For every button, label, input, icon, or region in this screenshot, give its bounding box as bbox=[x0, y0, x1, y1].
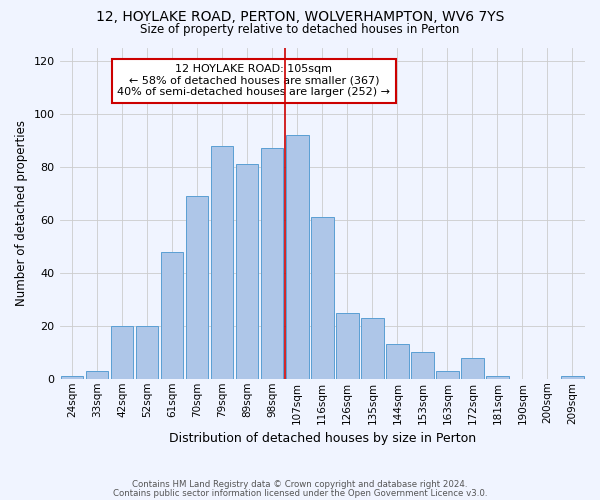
Bar bbox=[111, 326, 133, 379]
Bar bbox=[436, 371, 458, 379]
Bar bbox=[361, 318, 383, 379]
Bar bbox=[311, 217, 334, 379]
Bar bbox=[186, 196, 208, 379]
Y-axis label: Number of detached properties: Number of detached properties bbox=[15, 120, 28, 306]
Bar bbox=[336, 312, 359, 379]
Bar bbox=[236, 164, 259, 379]
Bar bbox=[286, 135, 308, 379]
Bar bbox=[161, 252, 184, 379]
Bar bbox=[61, 376, 83, 379]
X-axis label: Distribution of detached houses by size in Perton: Distribution of detached houses by size … bbox=[169, 432, 476, 445]
Bar bbox=[261, 148, 283, 379]
Bar bbox=[86, 371, 109, 379]
Bar bbox=[136, 326, 158, 379]
Bar bbox=[486, 376, 509, 379]
Text: 12, HOYLAKE ROAD, PERTON, WOLVERHAMPTON, WV6 7YS: 12, HOYLAKE ROAD, PERTON, WOLVERHAMPTON,… bbox=[96, 10, 504, 24]
Bar bbox=[561, 376, 584, 379]
Text: Contains HM Land Registry data © Crown copyright and database right 2024.: Contains HM Land Registry data © Crown c… bbox=[132, 480, 468, 489]
Bar bbox=[411, 352, 434, 379]
Bar bbox=[211, 146, 233, 379]
Text: Size of property relative to detached houses in Perton: Size of property relative to detached ho… bbox=[140, 22, 460, 36]
Text: Contains public sector information licensed under the Open Government Licence v3: Contains public sector information licen… bbox=[113, 488, 487, 498]
Text: 12 HOYLAKE ROAD: 105sqm
← 58% of detached houses are smaller (367)
40% of semi-d: 12 HOYLAKE ROAD: 105sqm ← 58% of detache… bbox=[118, 64, 391, 98]
Bar bbox=[386, 344, 409, 379]
Bar bbox=[461, 358, 484, 379]
